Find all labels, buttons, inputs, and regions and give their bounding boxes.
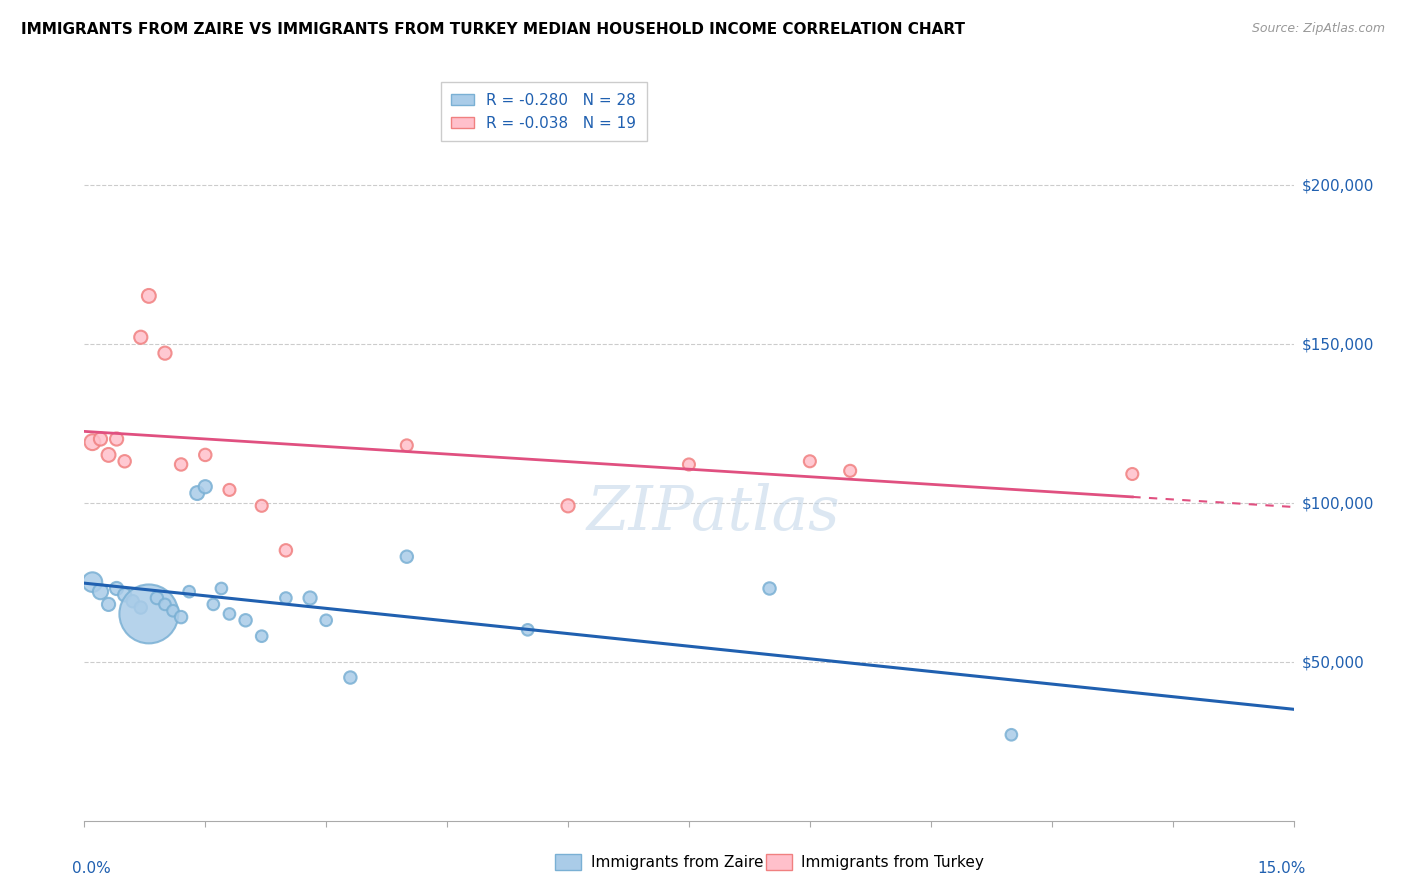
Point	[339, 671, 361, 685]
Point	[315, 613, 337, 627]
Text: 15.0%: 15.0%	[1257, 861, 1306, 876]
Point	[105, 432, 128, 446]
Text: ZIPatlas: ZIPatlas	[586, 483, 839, 543]
Point	[97, 448, 120, 462]
Point	[395, 438, 418, 452]
Point	[194, 448, 217, 462]
Point	[218, 483, 240, 497]
Point	[89, 432, 111, 446]
Point	[129, 600, 152, 615]
Point	[138, 289, 160, 303]
Text: Immigrants from Zaire: Immigrants from Zaire	[591, 855, 763, 870]
Point	[250, 499, 273, 513]
Point	[114, 454, 136, 468]
Point	[799, 454, 821, 468]
Point	[121, 594, 143, 608]
Text: Immigrants from Turkey: Immigrants from Turkey	[801, 855, 984, 870]
Point	[129, 330, 152, 344]
Point	[82, 435, 104, 450]
Point	[516, 623, 538, 637]
Point	[170, 458, 193, 472]
Point	[299, 591, 322, 605]
Point	[105, 582, 128, 596]
Point	[274, 543, 297, 558]
Point	[209, 582, 232, 596]
Point	[274, 591, 297, 605]
Point	[194, 480, 217, 494]
Point	[114, 588, 136, 602]
Point	[250, 629, 273, 643]
Point	[202, 598, 225, 612]
Point	[758, 582, 780, 596]
Point	[395, 549, 418, 564]
Point	[218, 607, 240, 621]
Point	[170, 610, 193, 624]
Point	[82, 575, 104, 590]
Point	[678, 458, 700, 472]
Point	[89, 584, 111, 599]
Point	[146, 591, 169, 605]
Point	[138, 607, 160, 621]
Point	[162, 604, 184, 618]
Text: IMMIGRANTS FROM ZAIRE VS IMMIGRANTS FROM TURKEY MEDIAN HOUSEHOLD INCOME CORRELAT: IMMIGRANTS FROM ZAIRE VS IMMIGRANTS FROM…	[21, 22, 965, 37]
Point	[235, 613, 257, 627]
Point	[186, 486, 208, 500]
Point	[839, 464, 862, 478]
Text: Source: ZipAtlas.com: Source: ZipAtlas.com	[1251, 22, 1385, 36]
Point	[557, 499, 579, 513]
Point	[179, 584, 201, 599]
Point	[1121, 467, 1143, 481]
Legend: R = -0.280   N = 28, R = -0.038   N = 19: R = -0.280 N = 28, R = -0.038 N = 19	[440, 82, 647, 141]
Point	[153, 346, 176, 360]
Point	[97, 598, 120, 612]
Point	[153, 598, 176, 612]
Text: 0.0%: 0.0%	[72, 861, 111, 876]
Point	[1000, 728, 1022, 742]
